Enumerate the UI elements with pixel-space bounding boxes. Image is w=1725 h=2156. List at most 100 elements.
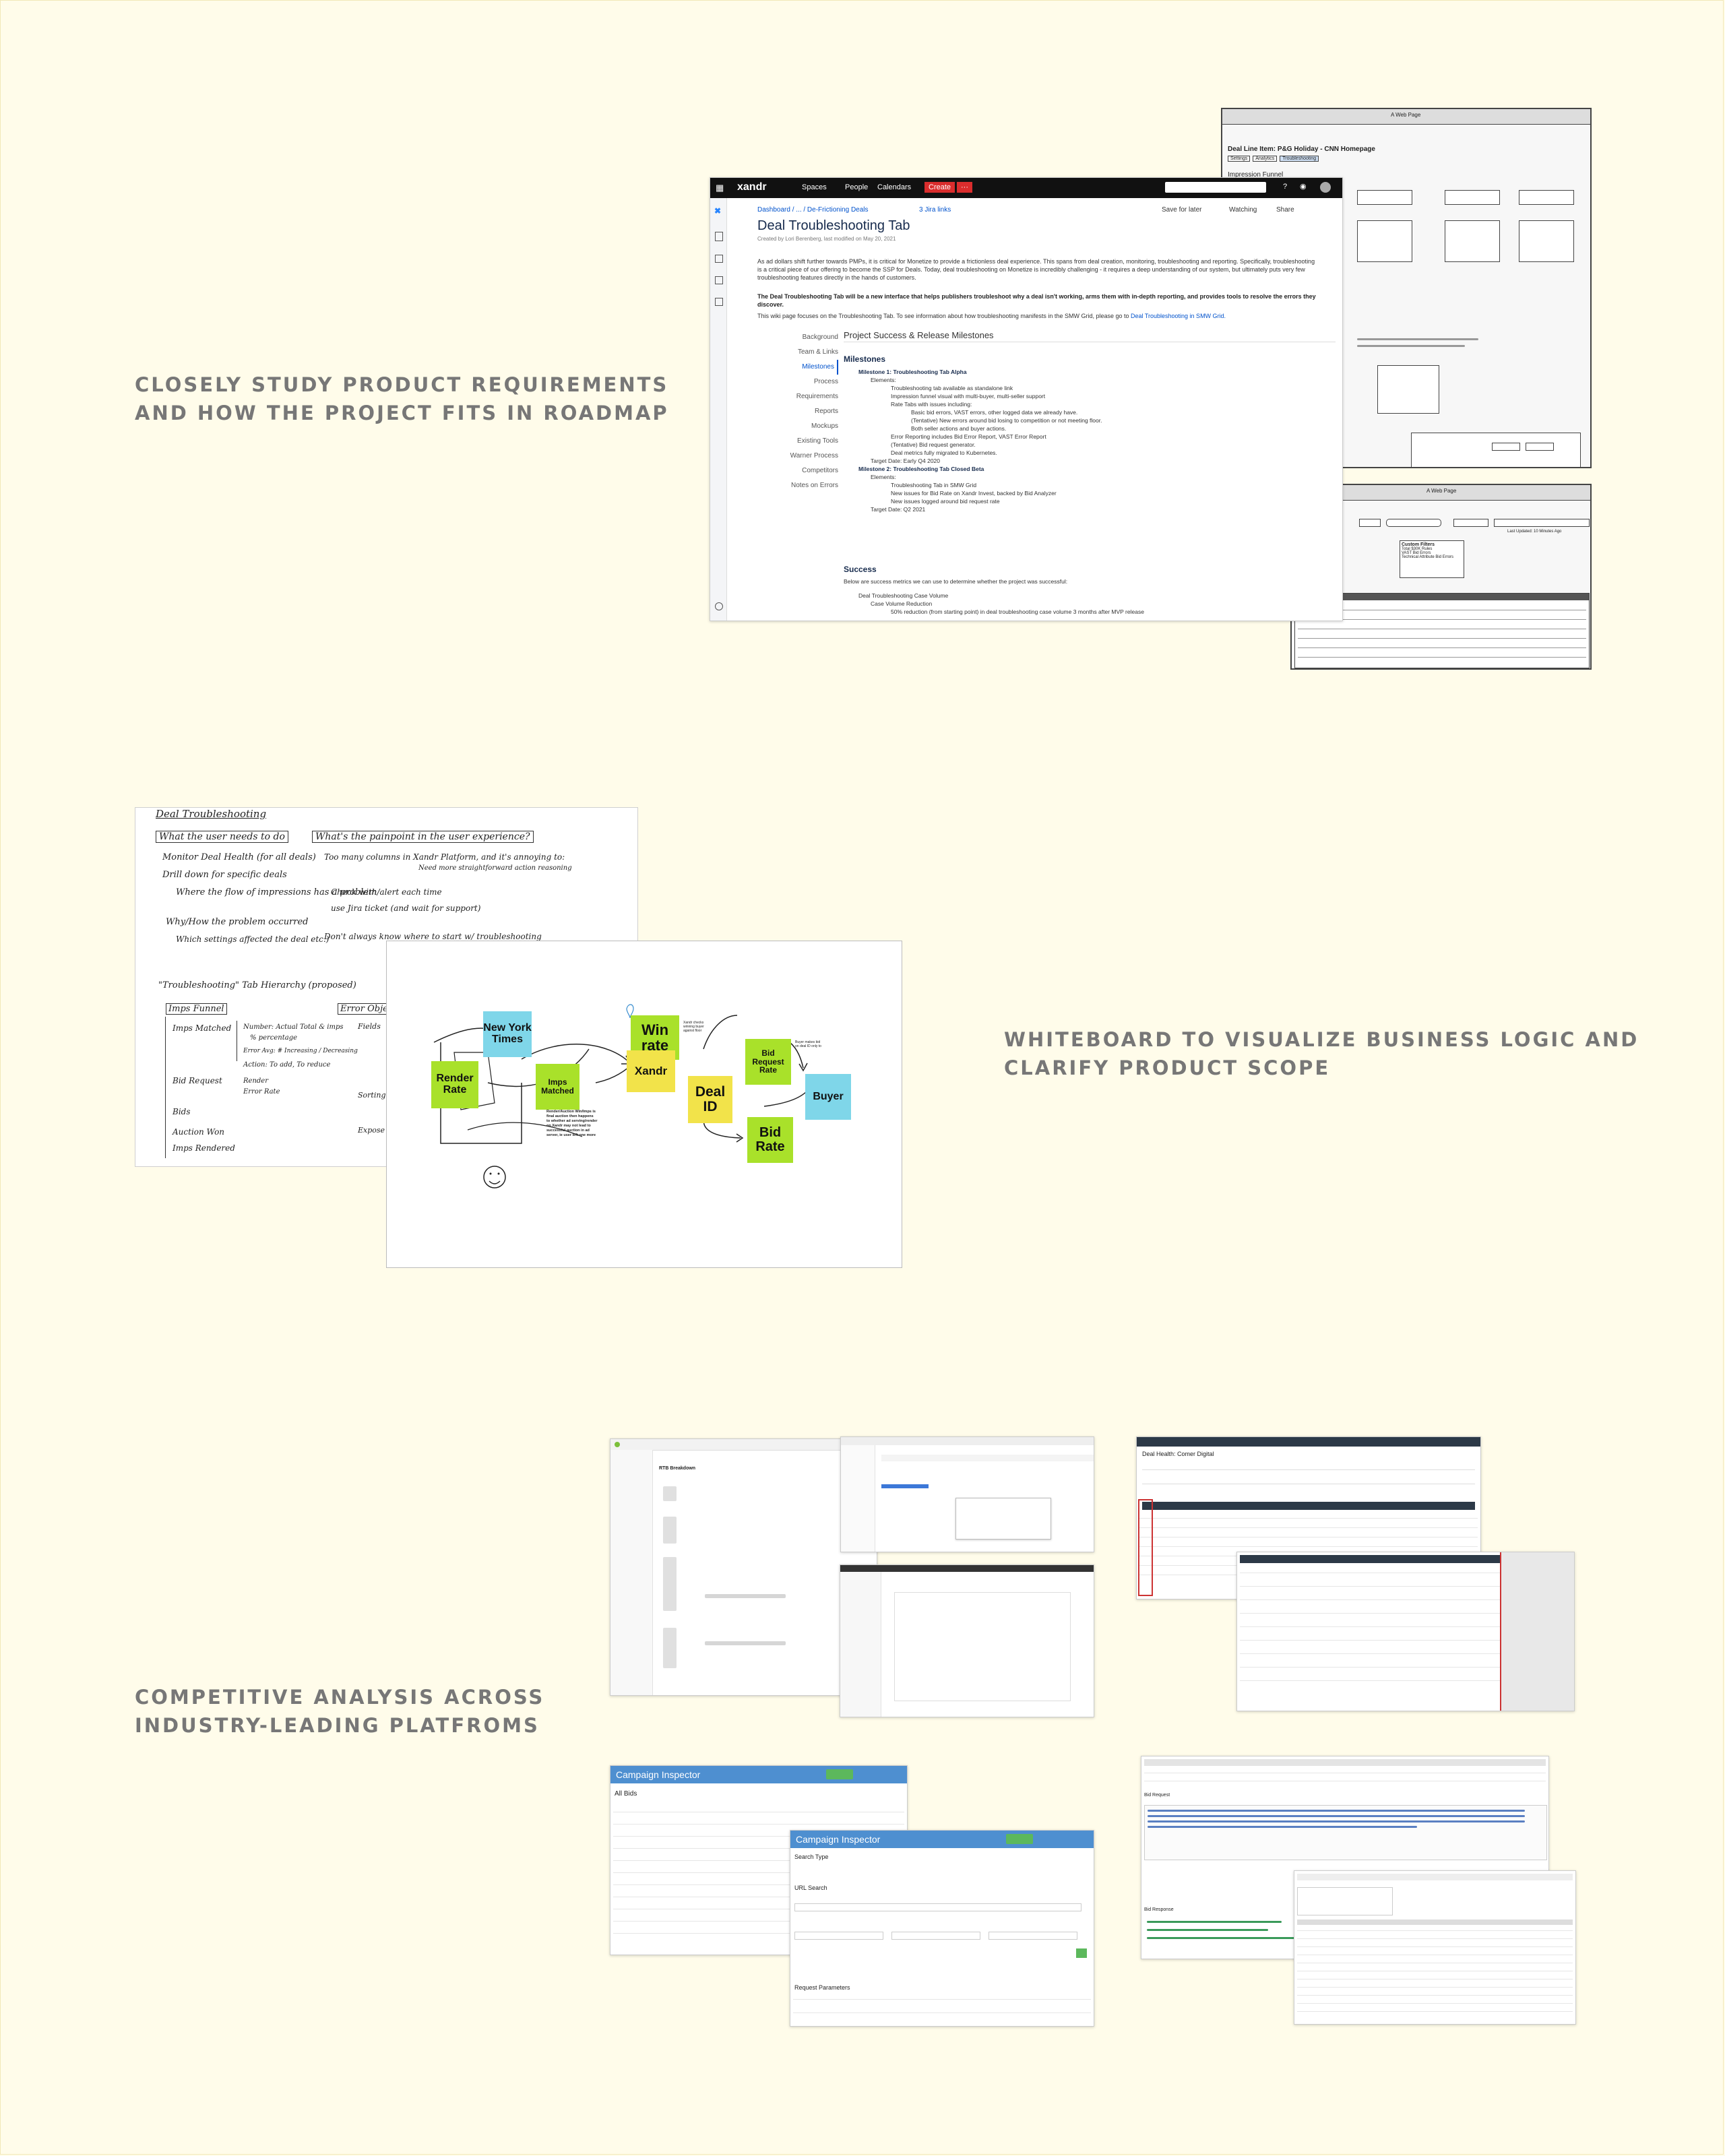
- impression-funnel-label: Impression Funnel: [1228, 171, 1284, 179]
- link-icon[interactable]: [715, 276, 723, 284]
- caption-line: WHITEBOARD TO VISUALIZE BUSINESS LOGIC A…: [1004, 1028, 1639, 1051]
- table-row[interactable]: [613, 1836, 904, 1837]
- table-row[interactable]: [613, 1872, 904, 1873]
- settings-icon[interactable]: [715, 602, 723, 610]
- jira-links[interactable]: 3 Jira links: [919, 206, 951, 214]
- filter-option[interactable]: Technical Attribute Bid Errors: [1402, 555, 1454, 559]
- table-row[interactable]: [1139, 1518, 1478, 1519]
- table-row[interactable]: [1298, 638, 1586, 639]
- tab-settings[interactable]: Settings: [1228, 156, 1251, 162]
- nav-spaces[interactable]: Spaces: [802, 183, 827, 191]
- table-row[interactable]: [1298, 619, 1586, 620]
- more-button[interactable]: ···: [957, 182, 972, 193]
- table-row[interactable]: [1240, 1599, 1500, 1600]
- table-row[interactable]: [613, 1884, 904, 1885]
- save-for-later-button[interactable]: Save for later: [1162, 206, 1202, 214]
- tab-analytics[interactable]: Analytics: [1253, 156, 1278, 162]
- table-row[interactable]: [1139, 1527, 1478, 1528]
- side-nav-item[interactable]: Reports: [814, 408, 838, 415]
- table-row[interactable]: [1240, 1613, 1500, 1614]
- table-row[interactable]: [613, 1848, 904, 1849]
- period-button[interactable]: [1494, 519, 1590, 527]
- filter-option[interactable]: Total $30K Rules: [1402, 547, 1433, 551]
- sticky-bid-rate[interactable]: Bid Rate: [747, 1117, 793, 1163]
- filter-dropdown[interactable]: [1359, 519, 1381, 527]
- create-button[interactable]: Create: [924, 182, 955, 193]
- table-row[interactable]: [1297, 2003, 1573, 2004]
- side-nav-item[interactable]: Existing Tools: [797, 437, 838, 445]
- filter-select[interactable]: [891, 1932, 980, 1940]
- table-row[interactable]: [1297, 1930, 1573, 1931]
- sticky-render-rate[interactable]: Render Rate: [431, 1061, 478, 1108]
- url-input[interactable]: [794, 1903, 1081, 1911]
- sticky-buyer[interactable]: Buyer: [805, 1074, 851, 1120]
- sticky-imps-matched[interactable]: Imps Matched: [536, 1064, 579, 1110]
- intro-paragraph: As ad dollars shift further towards PMPs…: [757, 258, 1315, 281]
- tab-troubleshooting[interactable]: Troubleshooting: [1280, 156, 1319, 162]
- success-intro: Below are success metrics we can use to …: [844, 578, 1068, 585]
- advanced-filters-button[interactable]: [1453, 519, 1488, 527]
- table-row[interactable]: [1298, 647, 1586, 648]
- table-row[interactable]: [1297, 1987, 1573, 1988]
- avatar[interactable]: [1320, 182, 1331, 193]
- table-row[interactable]: [613, 1921, 904, 1922]
- table-row[interactable]: [1297, 2011, 1573, 2012]
- table-row[interactable]: [613, 1933, 904, 1934]
- smw-grid-link[interactable]: Deal Troubleshooting in SMW Grid.: [1131, 313, 1226, 319]
- table-row[interactable]: [613, 1824, 904, 1825]
- side-nav-item[interactable]: Mockups: [811, 422, 838, 430]
- table-row[interactable]: [1297, 1995, 1573, 1996]
- apps-grid-icon[interactable]: ▦: [716, 183, 724, 193]
- search-input[interactable]: [1165, 182, 1266, 193]
- sticky-deal-id[interactable]: Deal ID: [688, 1076, 732, 1123]
- side-nav-item[interactable]: Warner Process: [790, 452, 838, 459]
- tab-bar: [1297, 1874, 1573, 1880]
- action-button[interactable]: [826, 1769, 853, 1779]
- table-row[interactable]: [1139, 1546, 1478, 1547]
- side-nav-item[interactable]: Background: [802, 334, 838, 341]
- table-header: [1240, 1555, 1500, 1563]
- side-nav-item[interactable]: Competitors: [802, 467, 838, 474]
- filter-option[interactable]: VAST Bid Errors: [1402, 551, 1431, 555]
- xandr-logo[interactable]: xandr: [737, 181, 767, 193]
- share-button[interactable]: Share: [1276, 206, 1294, 214]
- nav-people[interactable]: People: [845, 183, 869, 191]
- side-nav-item[interactable]: Notes on Errors: [790, 482, 838, 489]
- sticky-new-york-times[interactable]: New York Times: [483, 1011, 532, 1057]
- breadcrumb[interactable]: Dashboard / ... / De-Frictioning Deals: [757, 206, 869, 214]
- sticky-xandr[interactable]: Xandr: [627, 1050, 675, 1092]
- question-user-needs: What the user needs to do: [156, 831, 288, 843]
- table-row[interactable]: [1240, 1640, 1500, 1641]
- action-button[interactable]: [1006, 1834, 1033, 1844]
- highlight-outline: [1138, 1499, 1153, 1596]
- table-row[interactable]: [1240, 1680, 1500, 1681]
- table-row[interactable]: [1240, 1653, 1500, 1654]
- help-icon[interactable]: ?: [1283, 183, 1288, 191]
- filter-select[interactable]: [794, 1932, 883, 1940]
- side-nav-item[interactable]: Process: [813, 378, 838, 385]
- table-row[interactable]: [1240, 1586, 1500, 1587]
- side-nav-item[interactable]: Requirements: [796, 393, 838, 400]
- table-row[interactable]: [1297, 1946, 1573, 1947]
- tab-bar: [881, 1455, 1094, 1461]
- table-row[interactable]: [1240, 1667, 1500, 1668]
- table-row[interactable]: [1297, 1938, 1573, 1939]
- button[interactable]: [1492, 443, 1520, 451]
- confluence-icon[interactable]: ✖: [714, 206, 722, 216]
- table-row[interactable]: [613, 1860, 904, 1861]
- calendar-icon[interactable]: [715, 255, 723, 263]
- filter-select[interactable]: [989, 1932, 1077, 1940]
- side-nav-item[interactable]: Milestones: [757, 360, 838, 375]
- button[interactable]: [1526, 443, 1554, 451]
- search-input[interactable]: [1386, 519, 1441, 527]
- table-row[interactable]: [1298, 657, 1586, 658]
- watching-button[interactable]: Watching: [1229, 206, 1257, 214]
- sticky-bid-request-rate[interactable]: Bid Request Rate: [745, 1039, 791, 1085]
- notifications-icon[interactable]: ◉: [1300, 183, 1307, 191]
- nav-calendars[interactable]: Calendars: [877, 183, 912, 191]
- side-nav-item[interactable]: Team & Links: [797, 348, 838, 356]
- table-row[interactable]: [1240, 1626, 1500, 1627]
- pages-icon[interactable]: [715, 232, 723, 241]
- go-button[interactable]: [1076, 1948, 1087, 1958]
- tree-icon[interactable]: [715, 298, 723, 306]
